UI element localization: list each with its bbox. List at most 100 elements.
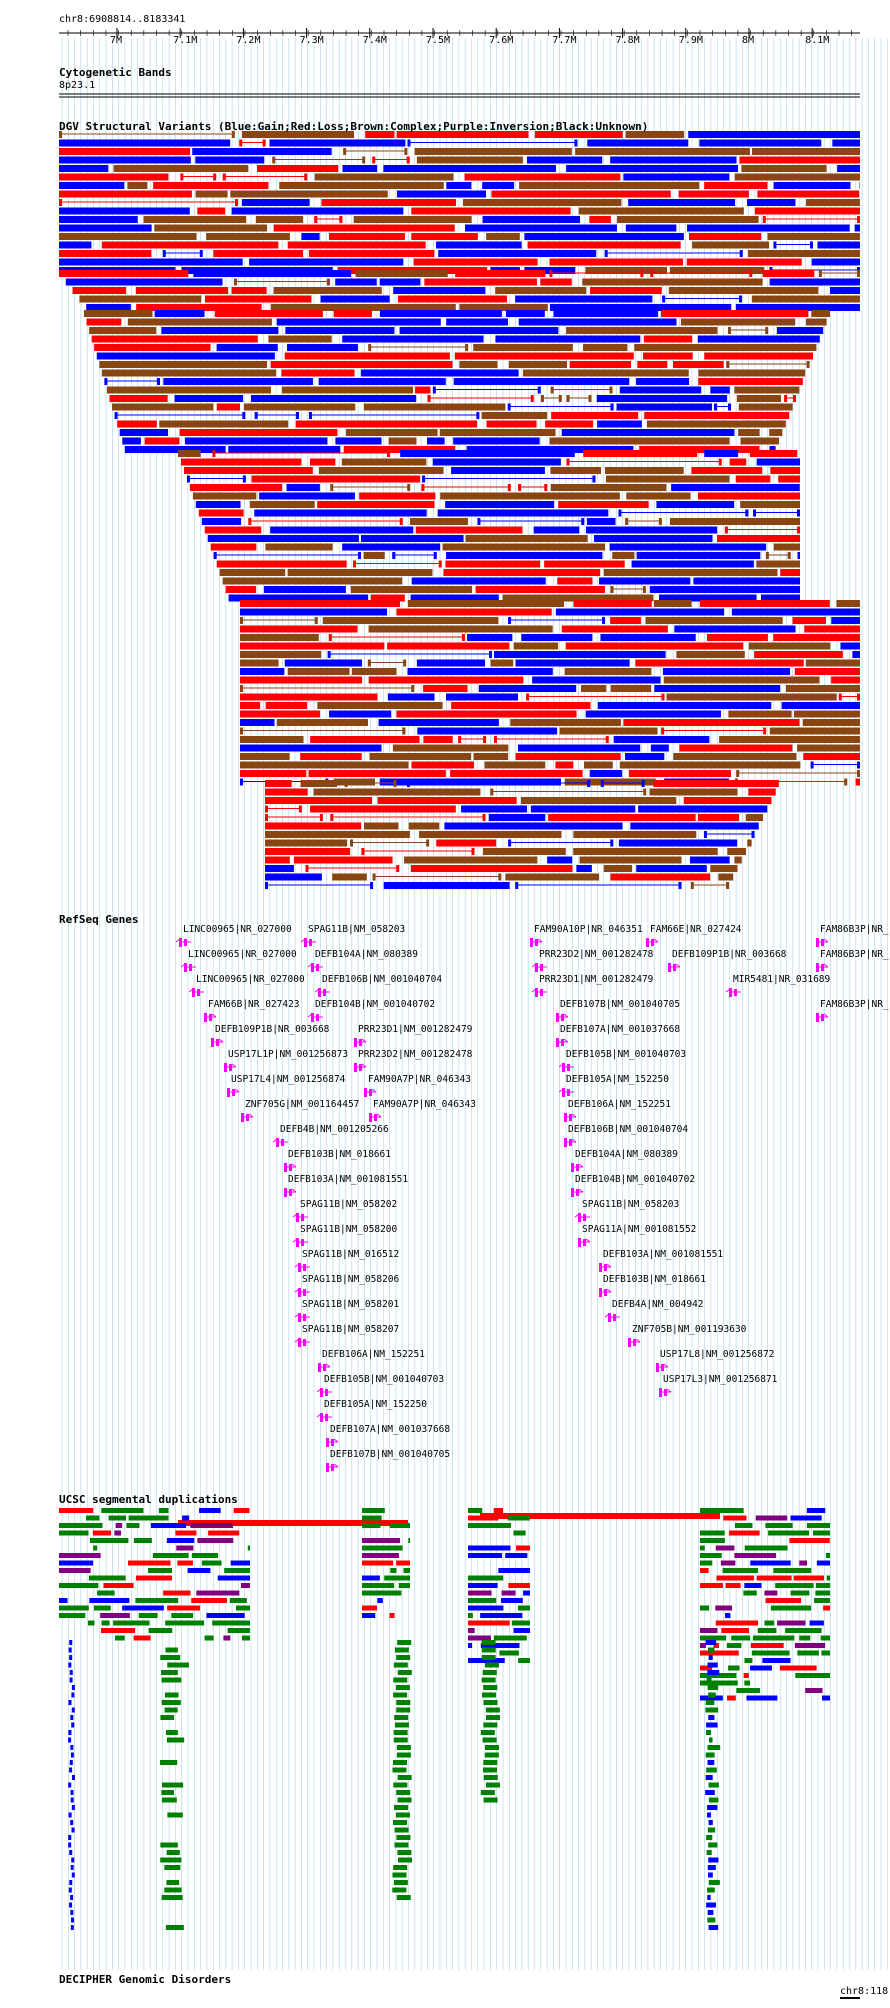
sv-variant [59, 233, 197, 240]
gene-label[interactable]: DEFB4A|NM_004942 [612, 1299, 704, 1310]
track-title-segdup[interactable]: UCSC segmental duplications [59, 1493, 238, 1506]
gene-label[interactable]: FAM86B3P|NR_ [820, 949, 889, 960]
gene-label[interactable]: DEFB4B|NM_001205266 [280, 1124, 389, 1135]
segdup-block [483, 1767, 498, 1773]
gene-label[interactable]: DEFB106B|NM_001040704 [322, 974, 443, 985]
sv-variant [230, 190, 388, 198]
gene-label[interactable]: SPAG11B|NM_058203 [308, 924, 406, 935]
gene-label[interactable]: DEFB107B|NM_001040705 [330, 1449, 451, 1460]
gene-label[interactable]: PRR23D1|NM_001282479 [539, 974, 654, 985]
gene-label[interactable]: DEFB103A|NM_001081551 [288, 1174, 409, 1185]
sv-variant [281, 369, 355, 377]
sv-variant [471, 848, 475, 855]
gene-label[interactable]: DEFB107A|NM_001037668 [330, 1424, 451, 1435]
gene-label[interactable]: SPAG11B|NM_058206 [302, 1274, 400, 1285]
track-title-refseq[interactable]: RefSeq Genes [59, 913, 139, 926]
gene-label[interactable]: PRR23D2|NM_001282478 [539, 949, 654, 960]
sv-variant [508, 617, 512, 624]
sv-variant [741, 165, 827, 172]
segdup-block [362, 1545, 403, 1551]
sv-variant [204, 295, 312, 303]
segdup-block [190, 1523, 234, 1528]
gene-label[interactable]: DEFB103B|NM_018661 [288, 1149, 391, 1160]
gene-label[interactable]: DEFB109P1B|NR_003668 [215, 1024, 330, 1035]
segdup-block [480, 1513, 720, 1519]
gene-label[interactable]: DEFB105A|NM_152250 [566, 1074, 669, 1085]
axis-tick-label: 7.3M [299, 35, 324, 46]
gene-label[interactable]: DEFB104A|NM_080389 [575, 1149, 678, 1160]
segdup-block [468, 1553, 503, 1558]
gene-label[interactable]: SPAG11B|NM_058203 [582, 1199, 680, 1210]
track-title-dgv[interactable]: DGV Structural Variants (Blue:Gain;Red:L… [59, 120, 649, 133]
gene-label[interactable]: LINC00965|NR_027000 [183, 924, 292, 935]
sv-variant [776, 327, 824, 334]
sv-variant [332, 873, 367, 881]
sv-variant [343, 446, 456, 453]
sv-variant [127, 318, 272, 326]
gene-label[interactable]: FAM90A7P|NR_046343 [368, 1074, 471, 1085]
sv-variant [751, 831, 755, 838]
gene-label[interactable]: DEFB105A|NM_152250 [324, 1399, 427, 1410]
gene-label[interactable]: MIR5481|NR_031689 [733, 974, 831, 985]
track-title-decipher[interactable]: DECIPHER Genomic Disorders [59, 1973, 232, 1986]
gene-label[interactable]: DEFB105B|NM_001040703 [324, 1374, 445, 1385]
gene-label[interactable]: DEFB107B|NM_001040705 [560, 999, 681, 1010]
gene-label[interactable]: SPAG11B|NM_058202 [300, 1199, 398, 1210]
gene-label[interactable]: SPAG11B|NM_058201 [302, 1299, 400, 1310]
gene-label[interactable]: DEFB104B|NM_001040702 [575, 1174, 696, 1185]
gene-label[interactable]: DEFB104B|NM_001040702 [315, 999, 436, 1010]
segdup-block [59, 1530, 89, 1536]
gene-label[interactable]: SPAG11B|NM_058200 [300, 1224, 398, 1235]
gene-label[interactable]: FAM86B3P|NR_ [820, 999, 889, 1010]
gene-label[interactable]: FAM86B3P|NR_ [820, 924, 889, 935]
sv-variant [636, 865, 707, 872]
gene-label[interactable]: ZNF705B|NM_001193630 [632, 1324, 747, 1335]
gene-label[interactable]: DEFB107A|NM_001037668 [560, 1024, 681, 1035]
gene-label[interactable]: DEFB103B|NM_018661 [603, 1274, 706, 1285]
gene-label[interactable]: USP17L4|NM_001256874 [231, 1074, 346, 1085]
gene-label[interactable]: PRR23D1|NM_001282479 [358, 1024, 473, 1035]
segdup-block [68, 1887, 72, 1893]
sv-variant [406, 156, 410, 164]
gene-label[interactable]: FAM90A7P|NR_046343 [373, 1099, 476, 1110]
segdup-block [484, 1752, 499, 1758]
gene-label[interactable]: LINC00965|NR_027000 [188, 949, 297, 960]
segdup-block [204, 1635, 214, 1641]
gene-label[interactable]: DEFB103A|NM_001081551 [603, 1249, 724, 1260]
sv-variant [751, 295, 860, 303]
gene-label[interactable]: USP17L1P|NM_001256873 [228, 1049, 349, 1060]
sv-variant [112, 403, 214, 411]
gene-label[interactable]: SPAG11B|NM_058207 [302, 1324, 400, 1335]
gene-label[interactable]: ZNF705G|NM_001164457 [245, 1099, 360, 1110]
gene-label[interactable]: USP17L8|NM_001256872 [660, 1349, 775, 1360]
sv-variant [343, 148, 347, 155]
segdup-block [762, 1658, 791, 1663]
sv-variant [186, 475, 190, 483]
gene-label[interactable]: SPAG11A|NM_001081552 [582, 1224, 697, 1235]
segdup-block [765, 1523, 793, 1528]
sv-variant [641, 780, 645, 787]
gene-label[interactable]: DEFB105B|NM_001040703 [566, 1049, 687, 1060]
gene-label[interactable]: DEFB106A|NM_152251 [568, 1099, 671, 1110]
segdup-block [395, 1685, 410, 1690]
sv-variant [526, 693, 530, 701]
segdup-block [700, 1508, 744, 1513]
gene-label[interactable]: DEFB106B|NM_001040704 [568, 1124, 689, 1135]
gene-label[interactable]: LINC00965|NR_027000 [196, 974, 305, 985]
sv-variant [407, 668, 553, 675]
gene-label[interactable]: DEFB104A|NM_080389 [315, 949, 418, 960]
segdup-block [707, 1910, 714, 1915]
sv-variant [393, 287, 486, 294]
gene-label[interactable]: FAM66B|NR_027423 [208, 999, 300, 1010]
track-title-cytoband[interactable]: Cytogenetic Bands [59, 66, 172, 79]
gene-label[interactable]: FAM90A10P|NR_046351 [534, 924, 643, 935]
gene-label[interactable]: DEFB109P1B|NR_003668 [672, 949, 787, 960]
gene-label[interactable]: SPAG11B|NM_016512 [302, 1249, 400, 1260]
gene-label[interactable]: PRR23D2|NM_001282478 [358, 1049, 473, 1060]
segdup-block [59, 1568, 91, 1573]
sv-variant [59, 148, 191, 155]
sv-variant [213, 173, 217, 181]
gene-label[interactable]: FAM66E|NR_027424 [650, 924, 742, 935]
gene-label[interactable]: DEFB106A|NM_152251 [322, 1349, 425, 1360]
gene-label[interactable]: USP17L3|NM_001256871 [663, 1374, 778, 1385]
